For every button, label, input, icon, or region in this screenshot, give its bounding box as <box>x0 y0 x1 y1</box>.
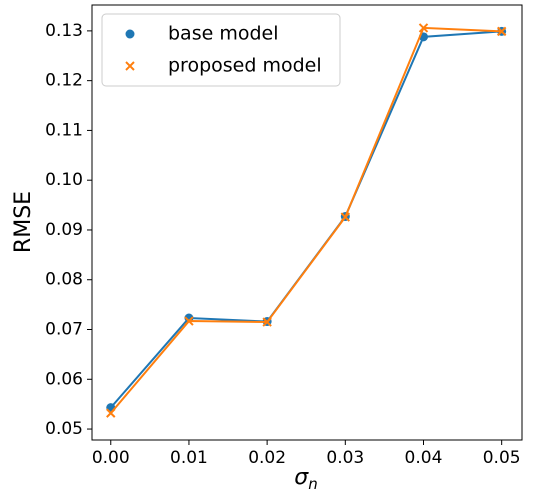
point <box>184 316 194 326</box>
point <box>496 26 507 37</box>
y-axis-label: RMSE <box>11 191 36 253</box>
x-label-symbol: σ <box>294 465 309 490</box>
legend-marker <box>125 29 135 39</box>
point <box>106 408 116 418</box>
point <box>262 317 272 327</box>
x-axis-label: σn <box>294 465 317 493</box>
x-tick-label: 0.05 <box>483 448 521 468</box>
legend-box <box>101 13 341 87</box>
y-tick-label: 0.08 <box>45 270 83 290</box>
x-label-subscript: n <box>308 475 318 493</box>
x-tick-label: 0.00 <box>92 448 130 468</box>
x-tick-label: 0.03 <box>326 448 364 468</box>
x-tick-label: 0.01 <box>170 448 208 468</box>
point <box>340 212 351 222</box>
y-tick-label: 0.11 <box>45 120 83 140</box>
series-line <box>110 26 502 414</box>
series-line <box>110 30 502 409</box>
y-tick-label: 0.13 <box>45 21 83 41</box>
y-tick-label: 0.07 <box>45 320 83 340</box>
y-tick-label: 0.12 <box>45 71 83 91</box>
y-tick-label: 0.09 <box>45 220 83 240</box>
y-tick-label: 0.05 <box>45 419 83 439</box>
y-tick-label: 0.06 <box>45 369 83 389</box>
x-tick-label: 0.04 <box>405 448 443 468</box>
plot-frame <box>91 4 523 441</box>
point <box>418 23 429 33</box>
x-tick-label: 0.02 <box>248 448 286 468</box>
legend-marker <box>125 61 135 71</box>
legend-label: base model <box>168 23 279 45</box>
legend-label: proposed model <box>168 55 322 77</box>
y-tick-label: 0.10 <box>45 170 83 190</box>
